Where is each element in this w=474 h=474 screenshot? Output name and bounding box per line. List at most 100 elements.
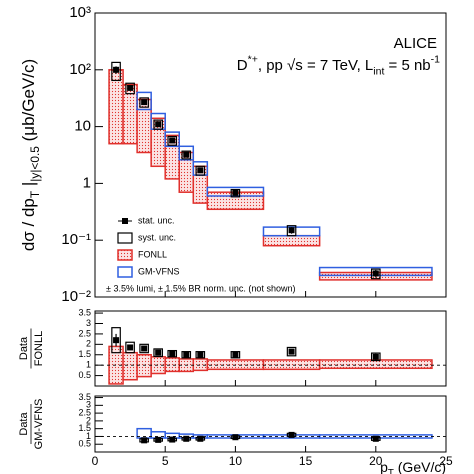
plot-frame bbox=[94, 395, 447, 453]
y-tick-label: 10² bbox=[69, 61, 91, 78]
y-tick-label: 1 bbox=[86, 431, 91, 441]
x-tick-label: 0 bbox=[92, 454, 99, 468]
annotation: D*+, pp √s = 7 TeV, Lint = 5 nb-1 bbox=[237, 53, 440, 77]
y-tick-label: 1 bbox=[86, 360, 91, 370]
data-point bbox=[141, 437, 148, 444]
data-point bbox=[288, 348, 295, 355]
text-part: p bbox=[380, 459, 388, 474]
data-point bbox=[169, 137, 176, 144]
text-part: (GeV/c) bbox=[394, 459, 446, 474]
y-tick-label: 10⁻¹ bbox=[61, 231, 91, 248]
legend-label: stat. unc. bbox=[138, 215, 175, 225]
annotation-top: ALICE bbox=[394, 35, 437, 52]
y-tick-label: 1 bbox=[83, 174, 91, 191]
syst-box bbox=[139, 343, 149, 354]
legend-label: GM-VFNS bbox=[138, 266, 180, 276]
data-point bbox=[155, 121, 162, 128]
data-point bbox=[113, 66, 120, 73]
text-part: (μb/GeV/c) bbox=[19, 59, 38, 146]
model-band bbox=[262, 234, 321, 247]
model-band bbox=[262, 359, 321, 371]
data-point bbox=[197, 167, 204, 174]
model-band bbox=[206, 186, 265, 197]
x-tick-label: 25 bbox=[439, 454, 453, 468]
data-point bbox=[232, 351, 239, 358]
model-band bbox=[192, 358, 209, 372]
legend-marker bbox=[117, 232, 133, 244]
data-point bbox=[197, 351, 204, 358]
y-tick-label: 2 bbox=[86, 415, 91, 425]
ratio-label-num: Data bbox=[18, 336, 30, 360]
y-axis-label: dσ / dpT ||y|<0.5 (μb/GeV/c) bbox=[19, 59, 42, 251]
model-band bbox=[164, 131, 180, 148]
data-point bbox=[169, 350, 176, 357]
y-tick-label: 10 bbox=[74, 118, 91, 135]
ratio-label-den: GM-VFNS bbox=[33, 399, 45, 450]
data-point bbox=[155, 349, 162, 356]
syst-box bbox=[195, 351, 206, 359]
syst-box bbox=[153, 119, 163, 130]
model-band bbox=[178, 145, 195, 161]
x-tick-label: 5 bbox=[162, 454, 169, 468]
x-tick-label: 20 bbox=[369, 454, 383, 468]
plot-frame bbox=[94, 12, 447, 298]
model-band bbox=[206, 359, 265, 371]
ratio-label-den: FONLL bbox=[33, 331, 45, 366]
y-tick-label: 10⁻² bbox=[61, 288, 91, 305]
syst-box bbox=[125, 341, 135, 354]
data-point bbox=[113, 337, 120, 344]
model-band bbox=[164, 357, 180, 373]
ratio-label-num: Data bbox=[18, 412, 30, 436]
y-tick-label: 3.5 bbox=[78, 307, 91, 317]
y-tick-label: 2 bbox=[86, 339, 91, 349]
syst-box bbox=[195, 165, 206, 176]
syst-box bbox=[139, 97, 149, 108]
data-point bbox=[183, 435, 190, 442]
data-point bbox=[372, 435, 379, 442]
y-tick-label: 1.5 bbox=[78, 423, 91, 433]
syst-box bbox=[181, 351, 192, 359]
y-tick-label: 2.5 bbox=[78, 407, 91, 417]
text-part: T bbox=[388, 467, 394, 474]
text-part: dσ / dp bbox=[19, 198, 38, 251]
y-tick-label: 0.5 bbox=[78, 370, 91, 380]
y-tick-label: 3 bbox=[86, 318, 91, 328]
data-point bbox=[127, 84, 134, 91]
legend-marker bbox=[117, 249, 133, 261]
model-band bbox=[136, 91, 152, 111]
x-axis-label: pT (GeV/c) bbox=[380, 459, 446, 474]
text-part: = 5 nb bbox=[384, 57, 430, 74]
y-tick-label: 10³ bbox=[69, 4, 91, 21]
syst-box bbox=[111, 61, 121, 82]
data-point bbox=[183, 151, 190, 158]
data-point bbox=[372, 270, 379, 277]
plot-frame bbox=[94, 310, 447, 387]
syst-box bbox=[370, 352, 381, 362]
text-part: D bbox=[237, 57, 248, 74]
syst-box bbox=[125, 82, 135, 95]
model-band bbox=[122, 351, 138, 381]
data-point bbox=[232, 434, 239, 441]
data-point bbox=[372, 353, 379, 360]
y-tick-label: 1.5 bbox=[78, 349, 91, 359]
syst-box bbox=[370, 268, 381, 280]
syst-box bbox=[111, 327, 121, 354]
model-band bbox=[318, 359, 433, 370]
y-tick-label: 3 bbox=[86, 400, 91, 410]
y-tick-label: 3.5 bbox=[78, 392, 91, 402]
x-tick-label: 10 bbox=[229, 454, 243, 468]
data-point bbox=[169, 436, 176, 443]
syst-box bbox=[286, 225, 297, 237]
legend-note: ± 3.5% lumi, ± 1.5% BR norm. unc. (not s… bbox=[106, 283, 295, 293]
text-part: *+ bbox=[248, 53, 258, 65]
text-part: , pp √s = 7 TeV, L bbox=[258, 57, 373, 74]
data-point bbox=[197, 435, 204, 442]
text-part: int bbox=[373, 65, 384, 77]
text-part: -1 bbox=[431, 53, 440, 65]
syst-box bbox=[230, 351, 241, 359]
syst-box bbox=[167, 135, 178, 146]
y-tick-label: 2.5 bbox=[78, 328, 91, 338]
syst-box bbox=[167, 349, 178, 358]
data-point bbox=[141, 99, 148, 106]
data-point bbox=[183, 351, 190, 358]
